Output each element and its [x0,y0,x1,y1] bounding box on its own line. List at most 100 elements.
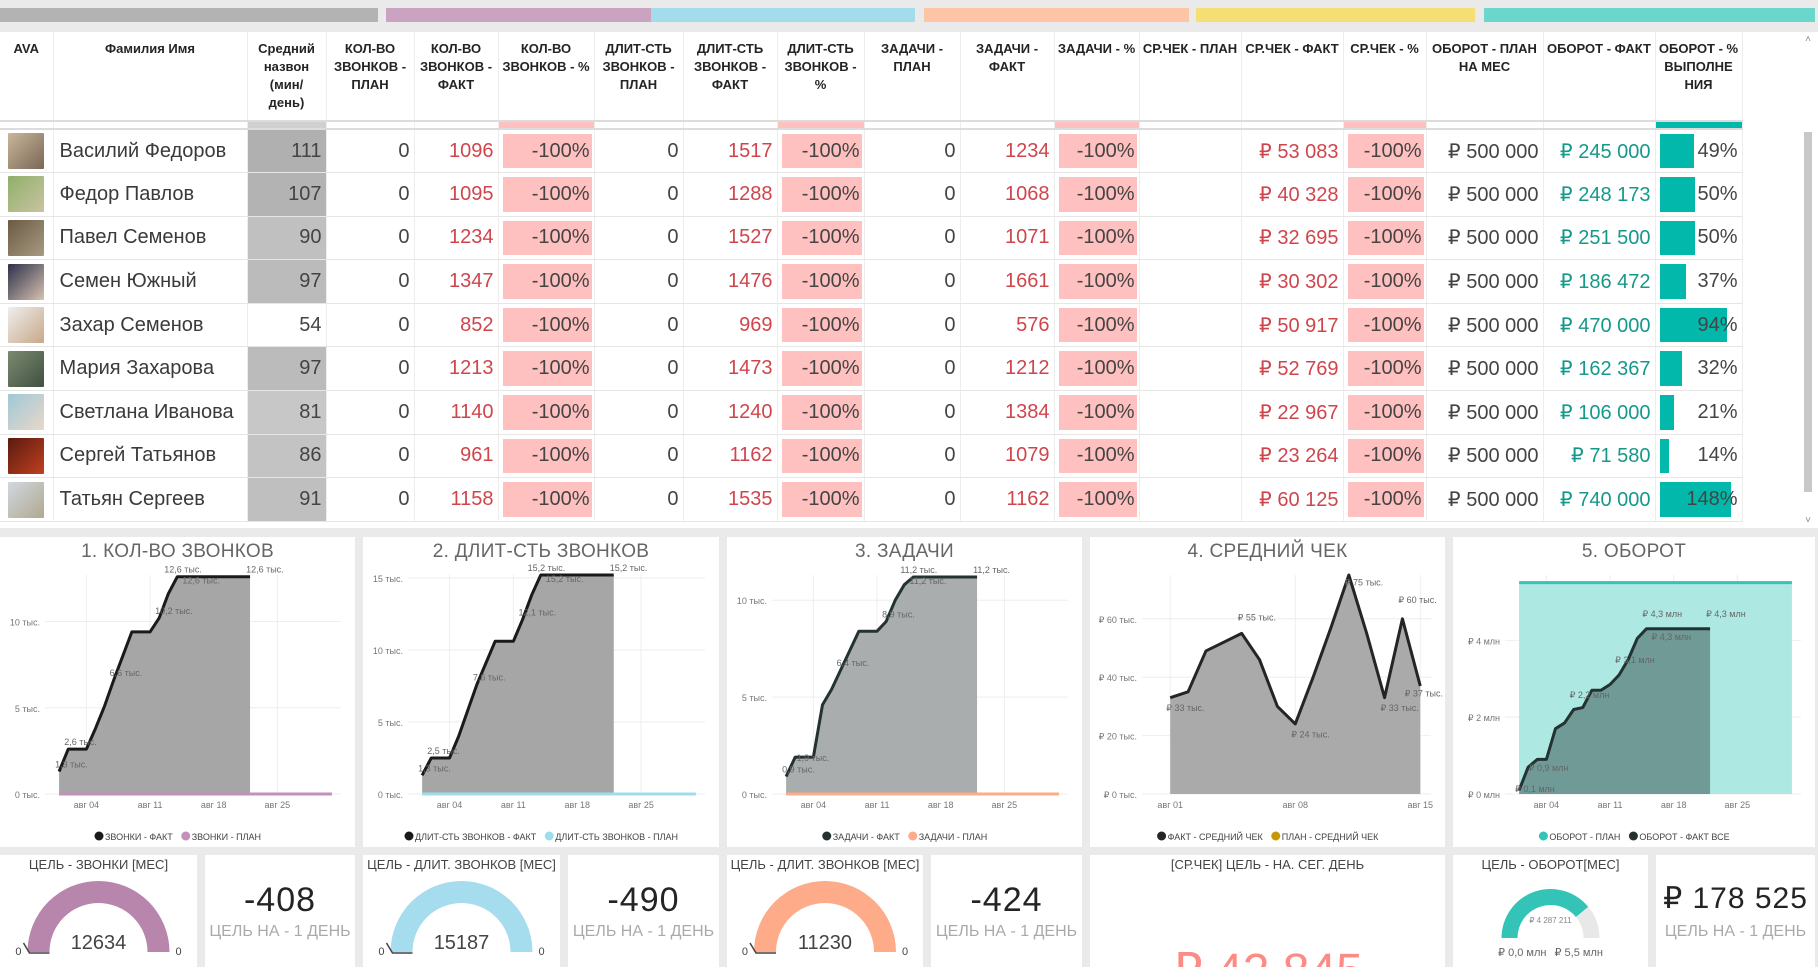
partial-row-cell [498,121,595,130]
cell-dur-plan: 0 [594,259,684,304]
data-label: ₽ 75 тыс. [1345,578,1383,588]
legend-label[interactable]: ЗВОНКИ - ПЛАН [192,832,261,842]
data-label: ₽ 4,3 млн [1642,609,1682,619]
column-header[interactable]: СР.ЧЕК - ПЛАН [1139,32,1242,122]
cell-calls-pct: -100% [498,216,595,261]
data-label: ₽ 60 тыс. [1398,595,1436,605]
cell-task-fact: 1384 [960,390,1055,435]
gauge-target-marker [385,942,413,954]
column-header[interactable]: ДЛИТ-СТЬ ЗВОНКОВ - ФАКТ [683,32,778,122]
percent-value: -100% [801,139,860,162]
table-row[interactable]: Василий Федоров 111 0 1096 -100% 0 1517 -100% 0 1… [0,129,1743,174]
cell-calls-pct: -100% [498,303,595,348]
percent-value: 50% [1697,182,1738,205]
cell-chk-pct: -100% [1343,346,1427,392]
legend-label[interactable]: ДЛИТ-СТЬ ЗВОНКОВ - ПЛАН [555,832,678,842]
partial-row-cell [1139,121,1242,130]
section-bar-check [1196,8,1475,22]
data-label: 2,6 тыс. [64,737,97,747]
legend-label[interactable]: ЗАДАЧИ - ПЛАН [919,832,987,842]
column-header[interactable]: ДЛИТ-СТЬ ЗВОНКОВ - ПЛАН [594,32,684,122]
cell-turn-fact: ₽ 251 500 [1543,216,1656,261]
cell-task-fact: 1661 [960,259,1055,304]
column-header[interactable]: Фамилия Имя [53,32,248,122]
gauge-min: 0 [742,946,748,958]
table-scrollbar[interactable]: ˄ ˅ [1802,32,1814,528]
cell-dur-pct: -100% [777,434,865,479]
series-area [786,576,978,794]
table-row[interactable]: Татьян Сергеев 91 0 1158 -100% 0 1535 -100% 0 116… [0,477,1743,522]
percent-value: -100% [1076,444,1135,467]
column-header[interactable]: КОЛ-ВО ЗВОНКОВ - % [498,32,595,122]
legend-label[interactable]: ФАКТ - СРЕДНИЙ ЧЕК [1168,831,1264,842]
series-line[interactable] [784,575,978,778]
legend-label[interactable]: ДЛИТ-СТЬ ЗВОНКОВ - ФАКТ [415,832,537,842]
cell-dur-pct: -100% [777,303,865,348]
cell-turn-plan: ₽ 500 000 [1426,259,1544,304]
gauge-value: 12634 [71,932,127,954]
column-header[interactable]: ДЛИТ-СТЬ ЗВОНКОВ - % [777,32,865,122]
column-header[interactable]: ОБОРОТ - % ВЫПОЛНЕ НИЯ [1655,32,1743,122]
column-header[interactable]: КОЛ-ВО ЗВОНКОВ - ПЛАН [326,32,415,122]
cell-name: Сергей Татьянов [53,434,248,479]
cell-task-fact: 1071 [960,216,1055,261]
series-line[interactable] [57,575,251,773]
series-line[interactable] [1169,573,1422,726]
series-line[interactable] [1517,627,1711,791]
kpi-value: -424 [970,881,1043,919]
column-header[interactable]: ОБОРОТ - ФАКТ [1543,32,1656,122]
legend-label[interactable]: ПЛАН - СРЕДНИЙ ЧЕК [1282,831,1379,842]
table-row[interactable]: Светлана Иванова 81 0 1140 -100% 0 1240 -100% 0 1… [0,390,1743,435]
column-header[interactable]: AVA [0,32,54,122]
x-tick-label: авг 18 [564,800,590,810]
y-tick-label: ₽ 2 млн [1468,713,1500,723]
cell-dur-fact: 1162 [683,434,778,479]
kpi-turnover-daily: ₽ 178 525 ЦЕЛЬ НА - 1 ДЕНЬ [1656,855,1815,967]
percent-value: -100% [1076,226,1135,249]
column-header[interactable]: ЗАДАЧИ - ФАКТ [960,32,1055,122]
cell-chk-pct: -100% [1343,129,1427,174]
column-header[interactable]: ОБОРОТ - ПЛАН НА МЕС [1426,32,1544,122]
column-header[interactable]: ЗАДАЧИ - ПЛАН [864,32,961,122]
column-header[interactable]: СР.ЧЕК - % [1343,32,1427,122]
x-tick-label: авг 18 [1661,800,1687,810]
column-header[interactable]: ЗАДАЧИ - % [1054,32,1140,122]
x-tick-label: авг 11 [1598,800,1623,810]
cell-calls-fact: 1347 [414,259,499,304]
legend-label[interactable]: ЗАДАЧИ - ФАКТ [833,832,900,842]
progress-bar [1659,438,1670,474]
cell-chk-plan [1139,303,1242,348]
column-header[interactable]: СР.ЧЕК - ФАКТ [1241,32,1344,122]
table-row[interactable]: Захар Семенов 54 0 852 -100% 0 969 -100% 0 576 -10… [0,303,1743,348]
legend-marker [1271,831,1281,841]
cell-task-fact: 1079 [960,434,1055,479]
legend-label[interactable]: ОБОРОТ - ПЛАН [1549,832,1620,842]
scroll-down-icon[interactable]: ˅ [1805,515,1811,526]
legend-label[interactable]: ЗВОНКИ - ФАКТ [105,832,173,842]
partial-row-cell [247,121,327,130]
table-row[interactable]: Сергей Татьянов 86 0 961 -100% 0 1162 -100% 0 107… [0,434,1743,479]
scroll-up-icon[interactable]: ˄ [1805,34,1811,45]
table-row[interactable]: Семен Южный 97 0 1347 -100% 0 1476 -100% 0 1661 -1… [0,259,1743,304]
scrollbar-thumb[interactable] [1804,132,1812,492]
cell-calls-fact: 1213 [414,346,499,392]
column-header[interactable]: Средний назвон (мин/ день) [247,32,327,122]
cell-turn-plan: ₽ 500 000 [1426,129,1544,174]
legend-label[interactable]: ОБОРОТ - ФАКТ ВСЕ [1639,832,1729,842]
percent-value: 148% [1686,488,1738,511]
percent-value: 21% [1697,400,1738,423]
series-line[interactable] [420,573,614,776]
cell-turn-pct: 49% [1655,129,1743,174]
cell-chk-fact: ₽ 23 264 [1241,434,1344,479]
avatar [8,437,45,474]
column-header[interactable]: КОЛ-ВО ЗВОНКОВ - ФАКТ [414,32,499,122]
percent-value: -100% [531,313,590,336]
table-row[interactable]: Мария Захарова 97 0 1213 -100% 0 1473 -100% 0 121… [0,346,1743,392]
table-row[interactable]: Федор Павлов 107 0 1095 -100% 0 1288 -100% 0 1068… [0,172,1743,217]
gauge-title: ЦЕЛЬ - ОБОРОТ[МЕС] [1481,857,1620,872]
chart-calls-count: 0 тыс. 5 тыс. 10 тыс. авг 04 авг 11 авг 18 авг… [0,537,355,847]
cell-dur-pct: -100% [777,346,865,392]
table-row[interactable]: Павел Семенов 90 0 1234 -100% 0 1527 -100% 0 1071… [0,216,1743,261]
cell-dur-pct: -100% [777,390,865,435]
percent-value: -100% [531,139,590,162]
